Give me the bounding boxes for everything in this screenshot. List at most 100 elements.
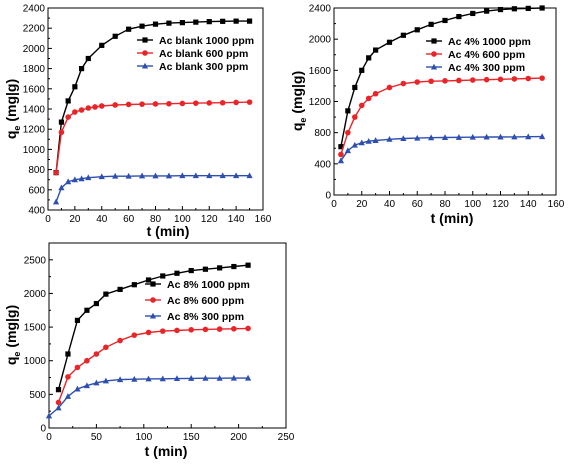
data-point — [414, 79, 421, 85]
data-point — [428, 134, 435, 141]
data-point — [372, 137, 379, 143]
data-point — [139, 101, 145, 107]
series-square — [55, 262, 251, 393]
legend-marker — [431, 51, 437, 57]
data-point — [131, 332, 138, 338]
legend-label: Ac 4% 600 ppm — [448, 49, 525, 61]
data-point — [525, 133, 532, 140]
data-point — [246, 99, 253, 105]
data-point — [216, 374, 223, 381]
data-point — [138, 172, 146, 179]
y-tick-label: 1400 — [23, 105, 46, 116]
x-tick-label: 100 — [464, 199, 481, 210]
data-point — [93, 351, 100, 357]
x-tick-label: 120 — [492, 199, 509, 210]
data-point — [78, 107, 85, 113]
y-axis-label: qe (mg|g) — [3, 305, 22, 365]
y-tick-label: 1000 — [23, 145, 46, 156]
data-point — [345, 108, 351, 114]
data-point — [202, 266, 209, 272]
data-point — [98, 173, 105, 180]
y-tick-label: 1200 — [23, 125, 46, 136]
data-point — [193, 19, 199, 25]
y-tick-label: 600 — [28, 185, 45, 196]
x-tick-label: 160 — [548, 199, 565, 210]
legend-label: Ac 8% 1000 ppm — [167, 279, 250, 291]
series-square — [53, 18, 253, 176]
data-point — [92, 104, 98, 110]
y-axis-label-unit: (mg|g) — [3, 305, 19, 352]
data-point — [78, 175, 85, 182]
y-axis-label-unit: (mg|g) — [289, 71, 305, 118]
y-tick-label: 1200 — [309, 97, 332, 108]
data-point — [469, 77, 476, 83]
data-point — [145, 329, 152, 336]
x-axis-label: t (min) — [145, 443, 188, 459]
data-point — [400, 32, 406, 38]
series-triangle — [45, 374, 252, 419]
y-tick-label: 1600 — [23, 84, 46, 95]
series-line — [48, 377, 249, 417]
data-point — [386, 39, 393, 45]
data-point — [125, 172, 132, 179]
data-point — [441, 134, 449, 140]
y-tick-label: 400 — [314, 159, 331, 170]
y-axis-label: qe (mg|g) — [289, 71, 308, 131]
data-point — [131, 282, 137, 288]
data-point — [217, 265, 223, 271]
data-point — [337, 157, 345, 164]
x-tick-label: 100 — [135, 432, 152, 443]
data-point — [365, 95, 372, 102]
series-circle — [338, 75, 545, 158]
y-tick-label: 1600 — [309, 66, 332, 77]
data-point — [245, 262, 251, 268]
data-point — [65, 98, 71, 104]
x-tick-label: 100 — [174, 214, 191, 225]
y-axis-label-sub: e — [12, 126, 22, 131]
data-point — [55, 399, 62, 406]
data-point — [192, 172, 199, 179]
data-point — [351, 141, 358, 148]
legend-marker — [141, 62, 149, 69]
x-tick-label: 0 — [331, 199, 337, 210]
data-point — [74, 364, 81, 371]
series-circle — [53, 99, 253, 176]
x-tick-label: 80 — [150, 214, 162, 225]
data-point — [58, 184, 65, 191]
x-tick-label: 0 — [45, 214, 51, 225]
plot-frame — [48, 242, 287, 429]
data-point — [103, 344, 109, 351]
data-point — [216, 326, 223, 332]
data-point — [152, 21, 159, 27]
data-point — [179, 100, 186, 107]
data-point — [53, 169, 59, 176]
series-triangle — [337, 133, 546, 164]
chart-panel-1: 0 20 40 60 80 100 120 140 160 400 600 800 1000 1200 14… — [3, 4, 272, 240]
data-point — [93, 379, 100, 386]
data-point — [525, 75, 532, 82]
x-tick-label: 20 — [356, 199, 368, 210]
x-tick-label: 0 — [46, 432, 52, 443]
data-point — [85, 174, 92, 181]
data-point — [179, 172, 186, 179]
data-point — [193, 100, 199, 106]
data-point — [414, 27, 420, 33]
y-axis-label-sub: e — [298, 118, 308, 123]
data-point — [85, 55, 91, 62]
data-point — [345, 129, 351, 136]
data-point — [98, 103, 105, 109]
data-point — [112, 33, 118, 39]
y-tick-label: 0 — [40, 424, 46, 435]
y-tick-label: 500 — [29, 390, 46, 401]
data-point — [45, 412, 53, 419]
data-point — [511, 76, 518, 82]
y-tick-label: 0 — [325, 191, 331, 202]
data-point — [373, 47, 379, 53]
x-tick-label: 20 — [69, 214, 81, 225]
data-point — [233, 99, 239, 106]
data-point — [99, 42, 105, 48]
data-point — [219, 172, 226, 179]
series-circle — [55, 325, 251, 406]
data-point — [246, 18, 253, 24]
